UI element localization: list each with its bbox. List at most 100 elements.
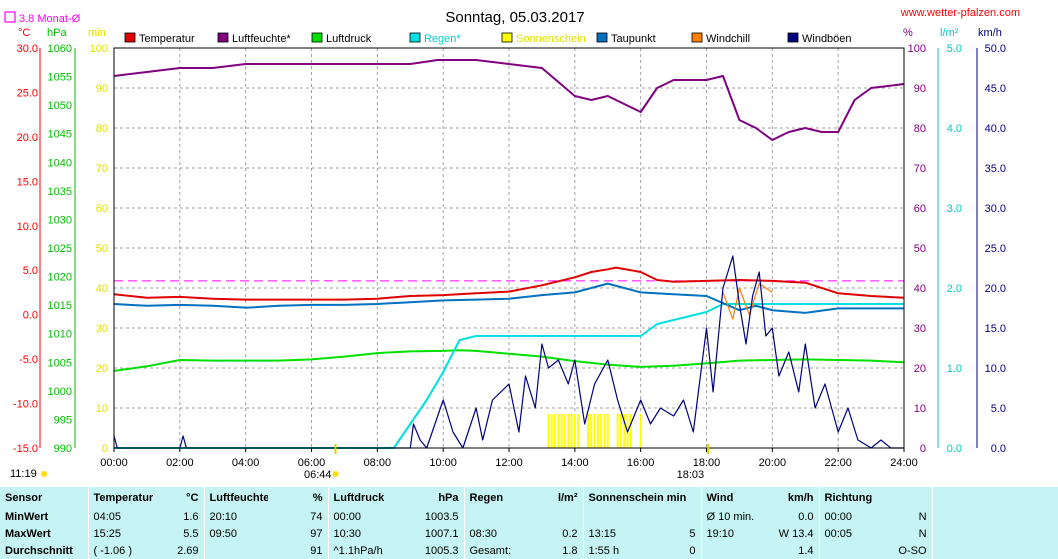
stats-wind-value: W 13.4 xyxy=(778,527,814,540)
stats-header-press: Luftdruck xyxy=(327,487,396,508)
sunshine-bar xyxy=(557,414,560,448)
stats-temp-time: ( -1.06 ) xyxy=(87,542,158,559)
pressure-tick-label: 1025 xyxy=(48,243,72,255)
x-tick-label: 16:00 xyxy=(627,457,655,469)
stats-wind-time xyxy=(700,542,768,559)
stats-row-label: Durchschnitt xyxy=(5,544,73,557)
temp-tick-label: 20.0 xyxy=(17,132,38,144)
chart-axes: 30.0 25.0 20.0 15.0 10.0 5.0 0.0 -5.0 -10.0 -15.0… xyxy=(13,43,1006,455)
wind-tick-label: 45.0 xyxy=(985,83,1006,95)
sunrise-label: 06:44 xyxy=(304,469,332,481)
minutes-tick-label: 70 xyxy=(96,163,108,175)
stats-rain-time: 08:30 xyxy=(463,525,530,542)
minutes-tick-label: 50 xyxy=(96,243,108,255)
stats-row-min: MinWert 04:05 1.6 20:10 74 00:00 1003.5 … xyxy=(0,508,1058,525)
pressure-tick-label: 1055 xyxy=(48,72,72,84)
wind-tick-label: 10.0 xyxy=(985,363,1006,375)
sun-markers: 06:44 18:03 11:19 xyxy=(10,444,710,481)
stats-press-time: 00:00 xyxy=(327,508,396,525)
stats-header-wind-unit: km/h xyxy=(787,491,814,504)
stats-header-temp: Temperatur xyxy=(87,487,158,508)
pressure-tick-label: 1045 xyxy=(48,129,72,141)
rain-tick-label: 0.0 xyxy=(947,443,962,455)
temp-tick-label: 0.0 xyxy=(23,310,38,322)
humidity-tick-label: 90 xyxy=(914,83,926,95)
stats-row-avg: Durchschnitt ( -1.06 ) 2.69 91 ^1.1hPa/h… xyxy=(0,542,1058,559)
sunshine-bar xyxy=(639,414,642,448)
stats-header-sun: Sonnenschein min xyxy=(582,487,702,508)
sunshine-bar xyxy=(587,414,589,448)
chart-legend: Temperatur Luftfeuchte* Luftdruck Regen* Son… xyxy=(124,32,852,45)
temp-tick-label: 30.0 xyxy=(17,43,38,55)
humidity-tick-label: 30 xyxy=(914,323,926,335)
stats-dir-time xyxy=(818,542,880,559)
stats-hum-value: 91 xyxy=(310,544,323,557)
sunshine-bar xyxy=(550,414,553,448)
x-tick-label: 12:00 xyxy=(495,457,523,469)
stats-sun-time: 1:55 h xyxy=(582,542,663,559)
minutes-tick-label: 0 xyxy=(102,443,108,455)
stats-dir-value: O-SO xyxy=(898,544,927,557)
pressure-tick-label: 995 xyxy=(54,414,72,426)
stats-header-empty xyxy=(931,487,1058,508)
humidity-axis-header: % xyxy=(903,27,913,39)
x-tick-label: 20:00 xyxy=(759,457,787,469)
legend-swatch xyxy=(217,32,229,43)
minutes-tick-label: 40 xyxy=(96,283,108,295)
stats-wind-time: 19:10 xyxy=(700,525,768,542)
stats-header-sensor: Sensor xyxy=(5,491,43,504)
wind-tick-label: 35.0 xyxy=(985,163,1006,175)
stats-header-press-unit: hPa xyxy=(438,491,459,504)
sunshine-bar xyxy=(619,414,622,448)
stats-row-max: MaxWert 15:25 5.5 09:50 97 10:30 1007.1 … xyxy=(0,525,1058,542)
pressure-tick-label: 990 xyxy=(54,443,72,455)
stats-press-value: 1007.1 xyxy=(424,527,459,540)
temp-tick-label: -5.0 xyxy=(19,354,38,366)
stats-temp-value: 5.5 xyxy=(183,527,199,540)
chart-title: Sonntag, 05.03.2017 xyxy=(445,9,584,26)
legend-label: Temperatur xyxy=(139,33,195,45)
sunshine-bar xyxy=(616,414,619,448)
legend-swatch xyxy=(501,32,513,43)
temp-tick-label: 25.0 xyxy=(17,87,38,99)
stats-dir-value: N xyxy=(918,527,927,540)
sunshine-bar xyxy=(606,414,609,448)
wind-tick-label: 25.0 xyxy=(985,243,1006,255)
series-line-temperatur xyxy=(113,266,905,301)
pressure-tick-label: 1050 xyxy=(48,100,72,112)
legend-label: Taupunkt xyxy=(611,33,656,45)
wind-tick-label: 15.0 xyxy=(985,323,1006,335)
website-label[interactable]: www.wetter-pfalzen.com xyxy=(900,7,1020,19)
pressure-tick-label: 1015 xyxy=(48,300,72,312)
stats-row-label: MaxWert xyxy=(5,527,51,540)
wind-tick-label: 20.0 xyxy=(985,283,1006,295)
sunset-label: 18:03 xyxy=(677,469,705,481)
monthly-avg-label: 3.8 Monat-Ø xyxy=(19,13,81,25)
humidity-tick-label: 100 xyxy=(908,43,926,55)
stats-header-temp-unit: °C xyxy=(186,491,199,504)
temp-tick-label: 15.0 xyxy=(17,176,38,188)
x-tick-label: 00:00 xyxy=(100,457,128,469)
stats-header-hum-unit: % xyxy=(312,491,323,504)
humidity-tick-label: 10 xyxy=(914,403,926,415)
stats-rain-value: 1.8 xyxy=(562,544,578,557)
minutes-tick-label: 10 xyxy=(96,403,108,415)
sunshine-bar xyxy=(570,414,573,448)
legend-label: Windchill xyxy=(706,33,750,45)
stats-hum-value: 74 xyxy=(310,510,323,523)
sunshine-bar xyxy=(596,414,599,448)
sunshine-bar xyxy=(560,414,563,448)
series-line-luftdruck xyxy=(113,349,905,372)
stats-sun-value: 0 xyxy=(689,544,696,557)
rain-tick-label: 2.0 xyxy=(947,283,962,295)
stats-press-time: ^1.1hPa/h xyxy=(327,542,396,559)
humidity-tick-label: 70 xyxy=(914,163,926,175)
stats-wind-value: 1.4 xyxy=(798,544,814,557)
rain-axis-header: l/m² xyxy=(940,27,959,39)
pressure-tick-label: 1000 xyxy=(48,386,72,398)
monthly-avg-icon xyxy=(4,11,16,23)
pressure-tick-label: 1010 xyxy=(48,329,72,341)
wind-tick-label: 0.0 xyxy=(991,443,1006,455)
stats-empty-cell xyxy=(931,508,1058,525)
stats-temp-value: 2.69 xyxy=(177,544,199,557)
